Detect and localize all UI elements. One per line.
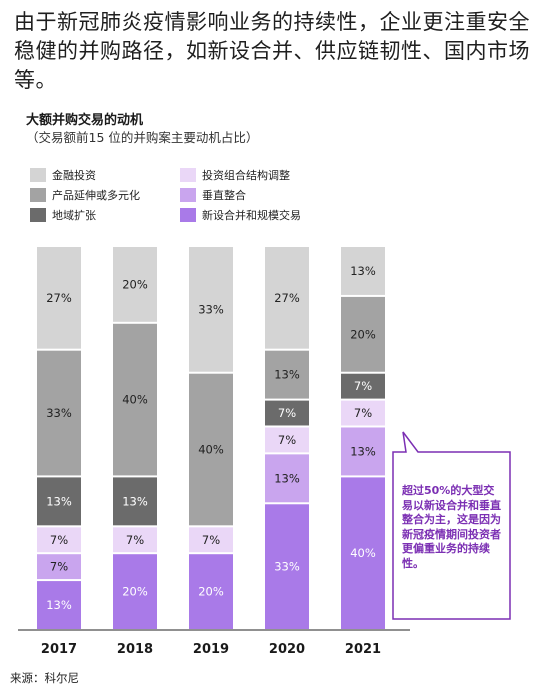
data-label: 7% bbox=[278, 433, 296, 447]
bar-segment bbox=[37, 581, 81, 629]
chart-title: 大额并购交易的动机 bbox=[26, 113, 144, 128]
bar-segment bbox=[189, 247, 233, 372]
bar-segment bbox=[265, 454, 309, 503]
bar-segment bbox=[37, 247, 81, 349]
data-label: 13% bbox=[122, 494, 148, 508]
bar-segment bbox=[113, 527, 157, 553]
legend-label: 投资组合结构调整 bbox=[202, 168, 290, 182]
x-tick-label: 2020 bbox=[269, 642, 305, 657]
data-label: 13% bbox=[350, 444, 376, 458]
data-label: 7% bbox=[354, 379, 372, 393]
bar-segment bbox=[189, 527, 233, 553]
legend-swatch bbox=[30, 168, 46, 182]
data-label: 13% bbox=[350, 264, 376, 278]
legend-label: 地域扩张 bbox=[52, 208, 96, 222]
callout-box bbox=[392, 431, 511, 620]
bar-segment bbox=[37, 554, 81, 580]
callout-text: 超过50%的大型交易以新设合并和垂直整合为主，这是因为新冠疫情期间投资者更偏重业… bbox=[402, 484, 501, 570]
legend-swatch bbox=[30, 188, 46, 202]
bar-segment bbox=[341, 373, 385, 399]
bar-segment bbox=[341, 427, 385, 476]
bar-segment bbox=[37, 527, 81, 553]
bar-segment bbox=[341, 400, 385, 426]
data-label: 40% bbox=[122, 393, 148, 407]
chart-bars: 13% 7% 7% 13% 33% 27% 20% 7% 13% 40% 20% 20% 7% 40% 33… bbox=[37, 247, 385, 629]
data-label: 7% bbox=[354, 406, 372, 420]
data-label: 7% bbox=[278, 406, 296, 420]
legend-swatch bbox=[30, 208, 46, 222]
data-label: 7% bbox=[202, 533, 220, 547]
data-label: 7% bbox=[126, 533, 144, 547]
data-label: 20% bbox=[198, 585, 224, 599]
source-note: 来源：科尔尼 bbox=[10, 671, 79, 685]
bar-segment bbox=[37, 350, 81, 476]
data-label: 7% bbox=[50, 560, 68, 574]
data-label: 33% bbox=[198, 302, 224, 316]
legend-label: 产品延伸或多元化 bbox=[52, 188, 140, 202]
bar-segment bbox=[113, 323, 157, 476]
bar-segment bbox=[265, 504, 309, 629]
bar-segment bbox=[341, 247, 385, 295]
x-tick-label: 2021 bbox=[345, 642, 381, 657]
legend-swatch bbox=[180, 188, 196, 202]
data-label: 13% bbox=[274, 471, 300, 485]
data-label: 20% bbox=[122, 585, 148, 599]
legend-label: 垂直整合 bbox=[202, 188, 246, 202]
data-label: 7% bbox=[50, 533, 68, 547]
data-label: 20% bbox=[350, 327, 376, 341]
x-axis-ticks: 2017 2018 2019 2020 2021 bbox=[41, 642, 381, 657]
bar-segment bbox=[37, 477, 81, 526]
data-label: 33% bbox=[274, 560, 300, 574]
data-label: 40% bbox=[198, 443, 224, 457]
data-label: 33% bbox=[46, 406, 72, 420]
bar-segment bbox=[265, 400, 309, 426]
legend-label: 金融投资 bbox=[52, 168, 96, 182]
bar-segment bbox=[341, 477, 385, 629]
data-label: 13% bbox=[274, 368, 300, 382]
data-label: 27% bbox=[46, 291, 72, 305]
data-label: 13% bbox=[46, 494, 72, 508]
bar-segment bbox=[189, 373, 233, 526]
bar-segment bbox=[265, 247, 309, 349]
x-tick-label: 2018 bbox=[117, 642, 153, 657]
bar-segment bbox=[113, 477, 157, 526]
chart-subtitle: （交易额前15 位的并购案主要动机占比） bbox=[26, 130, 259, 145]
bar-segment bbox=[341, 296, 385, 372]
legend-swatch bbox=[180, 168, 196, 182]
data-label: 40% bbox=[350, 546, 376, 560]
bar-segment bbox=[265, 350, 309, 399]
data-label: 20% bbox=[122, 277, 148, 291]
data-label: 13% bbox=[46, 598, 72, 612]
x-tick-label: 2019 bbox=[193, 642, 229, 657]
bar-segment bbox=[265, 427, 309, 453]
legend-label: 新设合并和规模交易 bbox=[202, 208, 301, 222]
bar-segment bbox=[113, 554, 157, 629]
legend-swatch bbox=[180, 208, 196, 222]
bar-segment bbox=[189, 554, 233, 629]
data-label: 27% bbox=[274, 291, 300, 305]
x-tick-label: 2017 bbox=[41, 642, 77, 657]
headline: 由于新冠肺炎疫情影响业务的持续性，企业更注重安全稳健的并购路径，如新设合并、供应… bbox=[14, 10, 530, 92]
bar-segment bbox=[113, 247, 157, 322]
